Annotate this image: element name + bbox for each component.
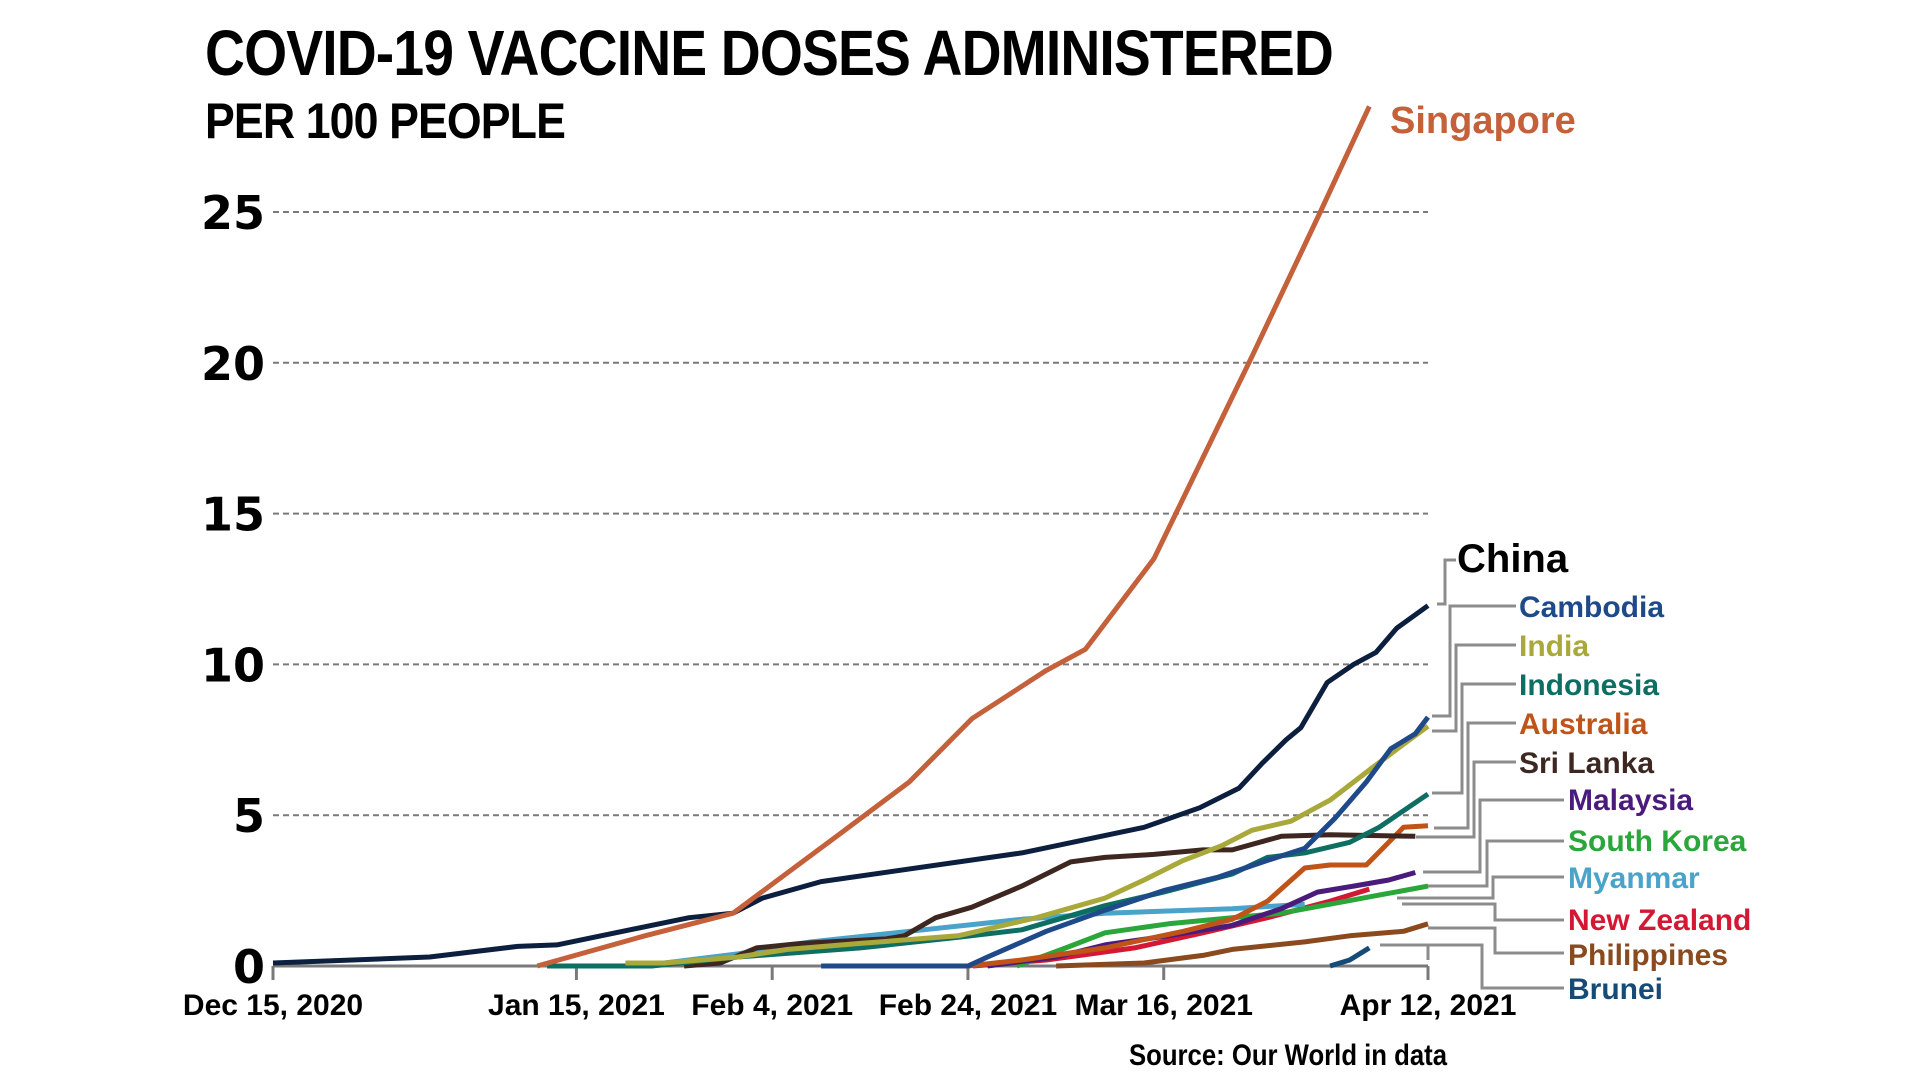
y-tick-label: 5 bbox=[233, 789, 265, 843]
leader-line-new-zealand bbox=[1402, 902, 1564, 922]
series-label-myanmar: Myanmar bbox=[1568, 862, 1700, 895]
grid-lines bbox=[273, 211, 1428, 817]
series-label-sri-lanka: Sri Lanka bbox=[1519, 747, 1654, 780]
leader-line-china bbox=[1437, 558, 1456, 606]
x-tick-label: Apr 12, 2021 bbox=[1340, 989, 1517, 1022]
y-axis-ticks: 0 5 10 15 20 25 bbox=[201, 186, 265, 994]
series-line-cambodia bbox=[821, 715, 1430, 969]
y-tick-label: 15 bbox=[201, 488, 265, 542]
y-tick-label: 0 bbox=[233, 940, 265, 994]
y-tick-label: 25 bbox=[201, 186, 265, 240]
x-tick-label: Feb 24, 2021 bbox=[879, 989, 1057, 1022]
label-leader-lines bbox=[1380, 558, 1564, 990]
series-label-malaysia: Malaysia bbox=[1568, 784, 1693, 817]
leader-line-cambodia bbox=[1432, 604, 1516, 718]
chart-subtitle: PER 100 PEOPLE bbox=[205, 93, 565, 149]
leader-line-indonesia bbox=[1432, 682, 1516, 795]
x-tick-label: Mar 16, 2021 bbox=[1074, 989, 1252, 1022]
series-labels: Singapore China Cambodia India Indonesia Aust… bbox=[1390, 100, 1751, 1006]
leader-line-malaysia bbox=[1423, 798, 1564, 874]
series-line-philippines bbox=[1056, 921, 1429, 969]
series-lines bbox=[272, 105, 1430, 969]
series-label-india: India bbox=[1519, 630, 1589, 663]
x-tick-label: Feb 4, 2021 bbox=[691, 989, 853, 1022]
leader-line-australia bbox=[1434, 721, 1516, 830]
source-note: Source: Our World in data bbox=[1129, 1039, 1447, 1072]
leader-line-brunei bbox=[1380, 943, 1564, 990]
series-line-india bbox=[625, 724, 1430, 966]
leader-line-philippines bbox=[1428, 926, 1564, 955]
series-line-sri-lanka bbox=[683, 832, 1416, 969]
series-label-new-zealand: New Zealand bbox=[1568, 904, 1751, 937]
series-line-singapore bbox=[536, 105, 1372, 969]
leader-line-sri-lanka bbox=[1416, 760, 1516, 839]
leader-line-south-korea bbox=[1424, 839, 1564, 888]
series-label-indonesia: Indonesia bbox=[1519, 669, 1659, 702]
y-tick-label: 10 bbox=[201, 638, 265, 692]
series-label-brunei: Brunei bbox=[1568, 973, 1663, 1006]
x-axis-ticks: Dec 15, 2020 Jan 15, 2021 Feb 4, 2021 Feb 2… bbox=[183, 966, 1516, 1022]
series-line-brunei bbox=[1329, 945, 1371, 969]
x-tick-label: Jan 15, 2021 bbox=[488, 989, 665, 1022]
series-label-china: China bbox=[1457, 537, 1569, 581]
leader-line-myanmar bbox=[1397, 875, 1564, 900]
series-label-australia: Australia bbox=[1519, 708, 1648, 741]
y-tick-label: 20 bbox=[201, 337, 265, 391]
x-tick-label: Dec 15, 2020 bbox=[183, 989, 363, 1022]
series-line-australia bbox=[967, 823, 1429, 969]
series-label-singapore: Singapore bbox=[1390, 100, 1576, 142]
leader-line-india bbox=[1432, 643, 1516, 733]
series-label-philippines: Philippines bbox=[1568, 939, 1728, 972]
series-line-china bbox=[272, 603, 1430, 966]
series-label-south-korea: South Korea bbox=[1568, 825, 1747, 858]
chart-title: COVID-19 VACCINE DOSES ADMINISTERED bbox=[205, 17, 1333, 89]
series-label-cambodia: Cambodia bbox=[1519, 591, 1664, 624]
